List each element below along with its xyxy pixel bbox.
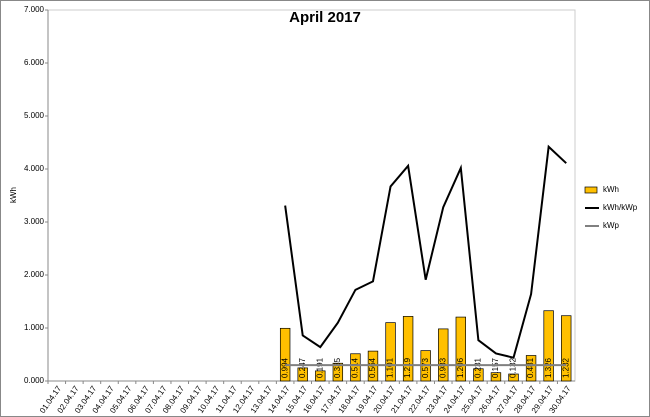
data-label: 0.514 <box>351 357 360 378</box>
data-label: 0.994 <box>280 357 289 378</box>
y-tick-label: 3.000 <box>24 217 45 226</box>
data-label: 1.326 <box>544 357 553 378</box>
data-label: 1.232 <box>561 357 570 378</box>
bar <box>525 355 537 382</box>
data-label: 1.206 <box>456 357 465 378</box>
legend-label: kWp <box>603 221 620 230</box>
bar <box>385 322 396 382</box>
y-tick-label: 5.000 <box>24 111 45 120</box>
data-label: 0.191 <box>315 357 324 378</box>
data-label: 0.132 <box>509 357 518 378</box>
bar <box>402 316 414 382</box>
bar <box>490 372 502 382</box>
bar <box>279 327 291 382</box>
data-label: 1.219 <box>403 357 412 378</box>
data-label: 0.564 <box>368 357 377 378</box>
bar <box>473 368 484 382</box>
bar <box>438 328 449 382</box>
bar <box>543 310 554 382</box>
y-tick-label: 6.000 <box>24 58 45 67</box>
plot-area <box>47 9 576 382</box>
legend-label: kWh <box>603 185 619 194</box>
bar <box>561 315 572 382</box>
bar <box>350 353 361 382</box>
data-label: 0.157 <box>491 357 500 378</box>
data-label: 1.101 <box>386 357 395 378</box>
data-label: 0.481 <box>526 357 535 378</box>
y-tick-label: 7.000 <box>24 5 45 14</box>
bar <box>297 367 308 382</box>
data-label: 0.335 <box>333 357 342 378</box>
bar <box>455 316 466 382</box>
legend-label: kWh/kWp <box>603 203 638 212</box>
y-tick-label: 4.000 <box>24 164 45 173</box>
data-label: 0.983 <box>438 357 447 378</box>
bar <box>332 362 344 382</box>
y-tick-label: 0.000 <box>24 376 45 385</box>
y-axis-label: kWh <box>9 187 18 203</box>
legend-swatch <box>584 186 598 194</box>
bar <box>508 373 519 382</box>
chart-title: April 2017 <box>289 9 361 26</box>
data-label: 0.247 <box>298 357 307 378</box>
y-tick-label: 2.000 <box>24 270 45 279</box>
y-tick-label: 1.000 <box>24 323 45 332</box>
data-label: 0.573 <box>421 357 430 378</box>
data-label: 0.231 <box>473 357 482 378</box>
line <box>284 144 567 359</box>
bar <box>315 370 326 382</box>
